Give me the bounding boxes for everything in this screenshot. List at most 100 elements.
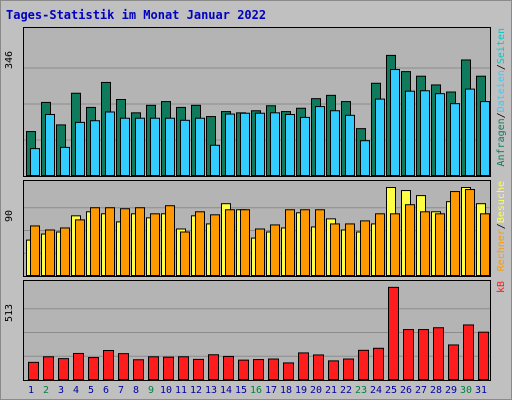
- bar-dateien-day-23: [360, 140, 370, 176]
- bar-dateien-day-3: [60, 146, 70, 176]
- bar-dateien-day-14: [225, 113, 235, 176]
- bar-rechner-day-25: [390, 213, 400, 276]
- bar-dateien-day-22: [345, 114, 355, 176]
- x-label-day-16: 16: [249, 385, 263, 396]
- x-label-day-8: 8: [132, 385, 140, 396]
- legend-entry: /: [496, 64, 507, 71]
- x-label-day-30: 30: [459, 385, 473, 396]
- bar-rechner-day-28: [435, 213, 445, 276]
- x-label-day-20: 20: [309, 385, 323, 396]
- bar-dateien-day-20: [315, 106, 325, 176]
- bar-rechner-day-19: [300, 209, 310, 276]
- bar-kb-day-17: [268, 358, 279, 380]
- bar-rechner-day-17: [270, 224, 280, 276]
- bar-dateien-day-31: [480, 101, 490, 176]
- bar-dateien-day-19: [300, 116, 310, 176]
- bar-dateien-day-2: [45, 113, 55, 176]
- x-label-day-31: 31: [474, 385, 488, 396]
- bar-kb-day-20: [313, 354, 324, 380]
- x-label-day-24: 24: [369, 385, 383, 396]
- bar-rechner-day-9: [150, 213, 160, 276]
- x-label-day-29: 29: [444, 385, 458, 396]
- legend-visits: Rechner/Besuche: [496, 181, 510, 276]
- bar-rechner-day-31: [480, 213, 490, 276]
- bar-rechner-day-12: [195, 211, 205, 276]
- bar-kb-day-24: [373, 347, 384, 380]
- bar-kb-day-6: [103, 350, 114, 380]
- bar-dateien-day-13: [210, 144, 220, 176]
- legend-entry: Rechner: [496, 229, 507, 272]
- bar-kb-day-18: [283, 362, 294, 380]
- bar-dateien-day-16: [255, 112, 265, 176]
- bar-rechner-day-5: [90, 207, 100, 276]
- bar-kb-day-31: [478, 331, 489, 380]
- bar-rechner-day-15: [240, 209, 250, 276]
- bar-dateien-day-26: [405, 90, 415, 176]
- legend-entry: Seiten: [496, 28, 507, 65]
- bar-kb-day-2: [43, 356, 54, 380]
- bar-rechner-day-4: [75, 219, 85, 276]
- x-label-day-1: 1: [27, 385, 35, 396]
- bar-rechner-day-11: [180, 231, 190, 276]
- bar-rechner-day-8: [135, 207, 145, 276]
- x-label-day-12: 12: [189, 385, 203, 396]
- bar-rechner-day-7: [120, 208, 130, 276]
- x-label-day-3: 3: [57, 385, 65, 396]
- x-label-day-27: 27: [414, 385, 428, 396]
- bar-rechner-day-10: [165, 205, 175, 276]
- bar-rechner-day-13: [210, 214, 220, 276]
- bar-kb-day-3: [58, 358, 69, 380]
- panel-kb: [23, 280, 491, 381]
- bar-rechner-day-24: [375, 213, 385, 276]
- x-label-day-13: 13: [204, 385, 218, 396]
- bar-kb-day-27: [418, 329, 429, 380]
- bar-dateien-day-5: [90, 120, 100, 176]
- x-label-day-25: 25: [384, 385, 398, 396]
- bar-dateien-day-28: [435, 93, 445, 176]
- x-label-day-4: 4: [72, 385, 80, 396]
- bar-dateien-day-8: [135, 117, 145, 176]
- bar-rechner-day-2: [45, 229, 55, 276]
- bar-dateien-day-27: [420, 90, 430, 176]
- x-label-day-18: 18: [279, 385, 293, 396]
- x-axis-labels: 1 2 3 4 5 6 7 8 9 10 11 12 13 14 15 16 17 18 19 20 21 22 23 24 2…: [23, 385, 491, 397]
- bar-kb-day-10: [163, 356, 174, 380]
- bar-dateien-day-6: [105, 111, 115, 176]
- bar-kb-day-21: [328, 360, 339, 380]
- x-label-day-28: 28: [429, 385, 443, 396]
- bar-rechner-day-1: [30, 225, 40, 276]
- bar-dateien-day-25: [390, 69, 400, 176]
- ymax-visits: 90: [4, 182, 18, 222]
- bar-rechner-day-14: [225, 209, 235, 276]
- visits-plot: [24, 187, 490, 276]
- bar-kb-day-9: [148, 356, 159, 380]
- bar-kb-day-7: [118, 353, 129, 380]
- panel-visits: [23, 180, 491, 277]
- bar-kb-day-4: [73, 352, 84, 380]
- bar-kb-day-15: [238, 359, 249, 380]
- x-label-day-22: 22: [339, 385, 353, 396]
- legend-requests-text: Anfragen/Dateien/Seiten: [496, 28, 507, 176]
- bar-dateien-day-11: [180, 119, 190, 176]
- bar-rechner-day-30: [465, 189, 475, 276]
- bar-dateien-day-10: [165, 117, 175, 176]
- bar-kb-day-19: [298, 352, 309, 380]
- bar-kb-day-8: [133, 359, 144, 380]
- bar-dateien-day-24: [375, 98, 385, 176]
- bar-rechner-day-3: [60, 227, 70, 276]
- chart-title: Tages-Statistik im Monat Januar 2022: [6, 8, 267, 22]
- legend-entry: /: [496, 112, 507, 119]
- ymax-kb-label: 513: [4, 303, 15, 322]
- bar-rechner-day-29: [450, 191, 460, 276]
- ymax-kb: 513: [4, 282, 18, 322]
- legend-kb-text: kB: [496, 281, 507, 380]
- bar-dateien-day-9: [150, 117, 160, 176]
- bar-kb-day-5: [88, 357, 99, 380]
- bar-kb-day-11: [178, 356, 189, 380]
- kb-plot: [24, 286, 490, 380]
- x-label-day-26: 26: [399, 385, 413, 396]
- bar-dateien-day-17: [270, 112, 280, 176]
- bar-dateien-day-18: [285, 113, 295, 176]
- bar-dateien-day-4: [75, 121, 85, 176]
- x-label-day-11: 11: [174, 385, 188, 396]
